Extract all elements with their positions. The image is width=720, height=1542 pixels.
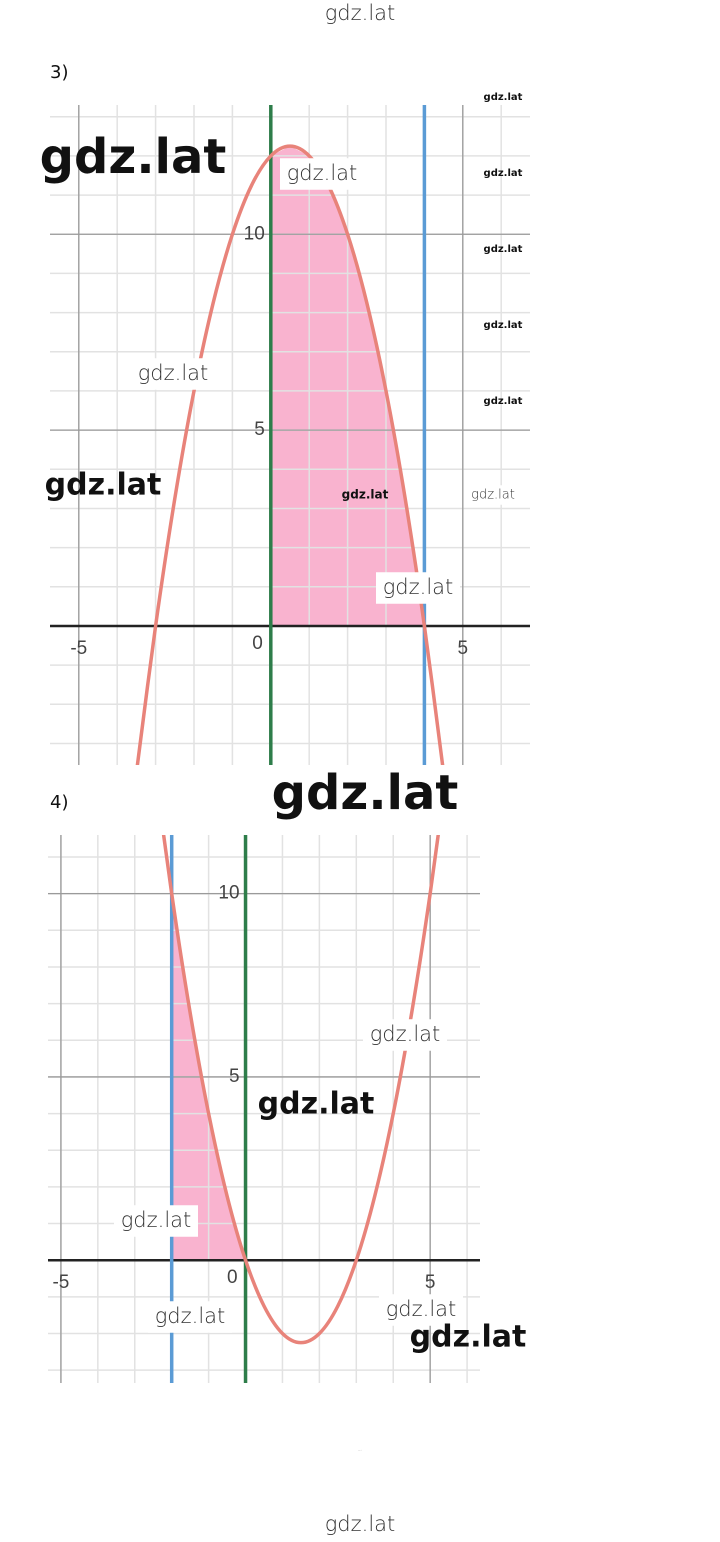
watermark-text: gdz.lat bbox=[383, 575, 454, 599]
watermark-bg bbox=[379, 1294, 463, 1326]
watermark-text: gdz.lat bbox=[471, 488, 515, 503]
watermark: gdz.lat bbox=[258, 1087, 375, 1122]
watermark-bg bbox=[467, 485, 519, 505]
watermark-text: gdz.lat bbox=[484, 244, 523, 255]
watermark: gdz.lat bbox=[358, 1449, 362, 1452]
curve bbox=[135, 144, 445, 765]
watermark: gdz.lat bbox=[272, 765, 459, 821]
watermark-text: gdz.lat bbox=[484, 168, 523, 179]
y-tick-label: 10 bbox=[244, 223, 265, 244]
header: gdz.lat bbox=[325, 1, 396, 25]
watermark-text: gdz.lat bbox=[484, 396, 523, 407]
watermark: gdz.lat bbox=[342, 488, 389, 502]
plot-label: 4) bbox=[50, 792, 68, 813]
y-tick-label: 10 bbox=[218, 883, 239, 904]
watermark-bg bbox=[131, 358, 215, 390]
watermark: gdz.lat bbox=[484, 168, 523, 179]
x-tick-label: 5 bbox=[458, 638, 469, 659]
y-tick-label: 5 bbox=[254, 419, 265, 440]
watermark: gdz.lat bbox=[40, 129, 227, 185]
watermark-text: gdz.lat bbox=[386, 1297, 457, 1321]
x-tick-label: 0 bbox=[227, 1267, 238, 1288]
footer: gdz.lat bbox=[325, 1512, 396, 1536]
watermark: gdz.lat bbox=[410, 1320, 527, 1355]
watermark-bg bbox=[148, 1301, 232, 1333]
watermark-text: gdz.lat bbox=[484, 320, 523, 331]
watermark: gdz.lat bbox=[379, 1294, 463, 1326]
watermark-text: gdz.lat bbox=[287, 161, 358, 185]
watermark: gdz.lat bbox=[363, 1019, 447, 1051]
watermark-text: gdz.lat bbox=[45, 468, 162, 503]
watermark: gdz.lat bbox=[484, 244, 523, 255]
x-tick-label: -5 bbox=[70, 638, 87, 659]
y-tick-label: 5 bbox=[229, 1066, 240, 1087]
watermark-text: gdz.lat bbox=[358, 1449, 362, 1452]
watermark-text: gdz.lat bbox=[342, 488, 389, 502]
watermark: gdz.lat bbox=[484, 320, 523, 331]
curve-group bbox=[135, 144, 445, 765]
watermark-bg bbox=[114, 1205, 198, 1237]
plot bbox=[50, 105, 530, 765]
watermark: gdz.lat bbox=[114, 1205, 198, 1237]
watermark-text: gdz.lat bbox=[410, 1320, 527, 1355]
watermark-text: gdz.lat bbox=[272, 765, 459, 821]
x-tick-label: 5 bbox=[425, 1272, 436, 1293]
watermark: gdz.lat bbox=[376, 572, 460, 604]
plot bbox=[48, 835, 480, 1383]
watermark: gdz.lat bbox=[148, 1301, 232, 1333]
watermark: gdz.lat bbox=[280, 158, 364, 190]
x-tick-label: -5 bbox=[52, 1272, 69, 1293]
watermark: gdz.lat bbox=[131, 358, 215, 390]
watermark-text: gdz.lat bbox=[370, 1022, 441, 1046]
watermark-text: gdz.lat bbox=[138, 361, 209, 385]
watermark-text: gdz.lat bbox=[484, 92, 523, 103]
watermark: gdz.lat bbox=[484, 92, 523, 103]
x-tick-label: 0 bbox=[252, 633, 263, 654]
watermark-text: gdz.lat bbox=[155, 1304, 226, 1328]
watermark-text: gdz.lat bbox=[121, 1208, 192, 1232]
watermark: gdz.lat bbox=[484, 396, 523, 407]
watermark: gdz.lat bbox=[45, 468, 162, 503]
watermark-bg bbox=[280, 158, 364, 190]
plot-label: 3) bbox=[50, 62, 68, 83]
shaded-area bbox=[171, 893, 246, 1261]
watermark-text: gdz.lat bbox=[40, 129, 227, 185]
watermark: gdz.lat bbox=[467, 485, 519, 505]
watermark-bg bbox=[376, 572, 460, 604]
watermark-bg bbox=[363, 1019, 447, 1051]
watermark-text: gdz.lat bbox=[258, 1087, 375, 1122]
